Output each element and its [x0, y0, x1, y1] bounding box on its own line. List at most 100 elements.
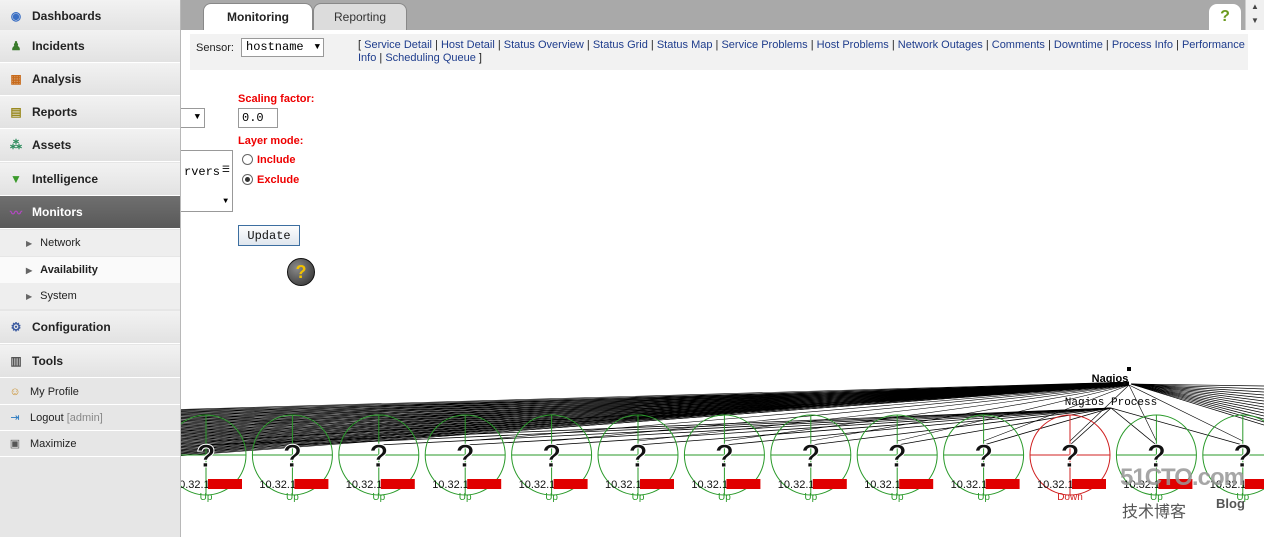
host-ip-label: 10.32.1	[691, 479, 728, 491]
globe-icon: ◉	[10, 9, 22, 23]
nav-link-comments[interactable]: Comments	[991, 39, 1045, 51]
user-icon: ☺	[9, 385, 21, 398]
chevron-down-icon: ▼	[194, 112, 200, 122]
redaction-bar	[985, 479, 1020, 489]
sidebar-item-monitors[interactable]: 〰 Monitors	[0, 196, 180, 229]
host-node[interactable]: ? 10.32.1Up	[1202, 414, 1264, 503]
host-link-line	[897, 407, 1112, 446]
host-status-label: Up	[718, 492, 731, 503]
layout-select[interactable]: ▼	[181, 108, 205, 128]
help-question-icon[interactable]: ?	[287, 258, 315, 286]
sidebar-item-configuration[interactable]: ⚙ Configuration	[0, 311, 180, 344]
host-link-line	[637, 384, 1130, 442]
scroll-up-icon[interactable]: ▲	[1251, 2, 1259, 11]
host-node[interactable]: ? 10.32.1Up	[683, 414, 765, 503]
host-link-line	[1110, 407, 1243, 446]
sidebar-subitem-network[interactable]: ▶ Network	[0, 230, 180, 256]
sidebar-item-label: Configuration	[32, 320, 111, 334]
redaction-bar	[1072, 479, 1106, 489]
sidebar-subitem-system[interactable]: ▶ System	[0, 283, 180, 309]
update-button[interactable]: Update	[238, 225, 300, 246]
chevron-right-icon: ▶	[26, 238, 33, 248]
map-link-line	[181, 381, 1130, 420]
sidebar-item-incidents[interactable]: ♟ Incidents	[0, 30, 180, 63]
tab-monitoring[interactable]: Monitoring	[203, 3, 313, 30]
host-node[interactable]: ? 10.32.1Up	[1115, 414, 1197, 503]
host-ip-label: 10.32.1	[519, 479, 556, 491]
nagios-process-label[interactable]: Nagios Process	[1065, 397, 1157, 409]
host-status-label: Up	[632, 492, 645, 503]
host-node[interactable]: ? 10.32.1Up	[511, 414, 593, 503]
sidebar-item-dashboards[interactable]: ◉ Dashboards	[0, 0, 180, 33]
layer-list-item[interactable]: rvers	[184, 165, 221, 179]
host-node[interactable]: ? 10.32.1Up	[770, 414, 852, 503]
map-link-line	[181, 381, 1130, 438]
nav-link-scheduling-queue[interactable]: Scheduling Queue	[385, 52, 476, 64]
nav-link-performance-info[interactable]: Performance Info	[358, 39, 1245, 64]
sidebar-item-reports[interactable]: ▤ Reports	[0, 96, 180, 129]
nav-link-status-grid[interactable]: Status Grid	[592, 39, 648, 51]
sensor-value: hostname	[246, 40, 304, 54]
scrollbar[interactable]: ▲ ▼	[1245, 0, 1264, 30]
scaling-factor-input[interactable]: 0.0	[238, 108, 278, 128]
redaction-bar	[294, 479, 329, 489]
nav-link-status-map[interactable]: Status Map	[656, 39, 713, 51]
chevron-down-icon[interactable]: ▼	[223, 197, 228, 206]
nav-link-network-outages[interactable]: Network Outages	[897, 39, 983, 51]
host-node[interactable]: ? 10.32.1Up	[943, 414, 1025, 503]
host-link-line	[551, 384, 1130, 442]
exclude-radio[interactable]	[242, 174, 253, 185]
sidebar-subitem-label: Availability	[40, 264, 98, 276]
nav-link-downtime[interactable]: Downtime	[1053, 39, 1103, 51]
maximize-link[interactable]: ▣ Maximize	[0, 431, 180, 457]
map-link-line	[1130, 383, 1264, 411]
sidebar-item-assets[interactable]: ⁂ Assets	[0, 129, 180, 162]
unknown-host-icon: ?	[1060, 438, 1080, 474]
scroll-down-icon[interactable]: ▼	[1251, 16, 1259, 25]
nav-link-service-problems[interactable]: Service Problems	[721, 39, 808, 51]
logout-username: [admin]	[66, 411, 103, 424]
my-profile-link[interactable]: ☺ My Profile	[0, 379, 180, 405]
host-node[interactable]: ? 10.32.1Up	[338, 414, 420, 503]
host-status-label: Up	[200, 492, 213, 503]
nav-link-service-detail[interactable]: Service Detail	[364, 39, 432, 51]
list-scroll-icon[interactable]: ☰	[221, 165, 230, 175]
host-ip-label: 10.32.1	[605, 479, 642, 491]
map-link-line	[1130, 383, 1264, 396]
unknown-host-icon: ?	[283, 438, 303, 474]
host-ip-label: 10.32.1	[951, 479, 988, 491]
sidebar-item-tools[interactable]: ▥ Tools	[0, 345, 180, 378]
redaction-bar	[553, 479, 588, 489]
host-node[interactable]: ? 10.32.1Up	[181, 414, 247, 503]
sidebar-item-label: Tools	[32, 354, 64, 368]
nav-link-status-overview[interactable]: Status Overview	[503, 39, 584, 51]
host-node[interactable]: ? 10.32.1Up	[251, 414, 333, 503]
nav-open-bracket: [	[358, 39, 362, 51]
watermark-site: 51CTO.com	[1120, 464, 1245, 491]
redaction-bar	[1158, 479, 1193, 489]
sidebar-item-analysis[interactable]: ▦ Analysis	[0, 63, 180, 96]
host-link-line	[897, 384, 1130, 442]
sidebar-subitem-availability[interactable]: ▶ Availability	[0, 257, 180, 283]
logout-link[interactable]: ⇥ Logout [admin]	[0, 405, 180, 431]
sidebar-item-label: Monitors	[32, 205, 83, 219]
layer-list[interactable]: rvers ☰ ▼	[181, 150, 233, 212]
sidebar-item-intelligence[interactable]: ▼ Intelligence	[0, 163, 180, 196]
sidebar-item-label: Dashboards	[32, 9, 102, 23]
host-node[interactable]: ? 10.32.1Up	[424, 414, 506, 503]
nav-link-host-detail[interactable]: Host Detail	[440, 39, 495, 51]
include-radio[interactable]	[242, 154, 253, 165]
nav-link-host-problems[interactable]: Host Problems	[816, 39, 889, 51]
help-button[interactable]: ?	[1209, 4, 1241, 30]
host-node[interactable]: ? 10.32.1Up	[856, 414, 938, 503]
nav-link-process-info[interactable]: Process Info	[1111, 39, 1173, 51]
host-node[interactable]: ? 10.32.1Up	[597, 414, 679, 503]
sidebar-item-label: Reports	[32, 105, 78, 119]
redaction-bar	[380, 479, 415, 489]
tab-label: Reporting	[333, 10, 387, 24]
sensor-select[interactable]: hostname ▼	[241, 38, 324, 57]
tab-reporting[interactable]: Reporting	[313, 3, 407, 30]
map-nodes: ?10.32.1Up?10.32.1Up?10.32.1Up?10.32.1Up…	[181, 414, 1264, 503]
redaction-bar	[640, 479, 674, 489]
